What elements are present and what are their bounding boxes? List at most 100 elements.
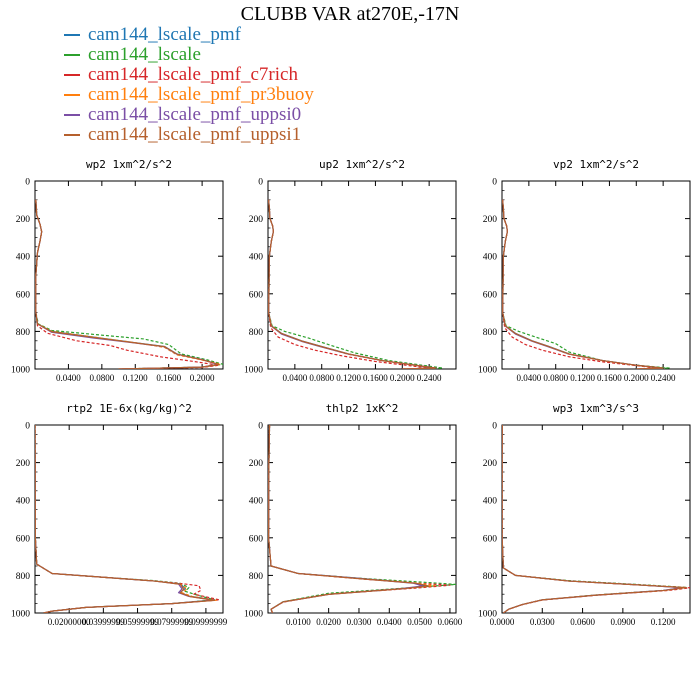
legend-item: cam144_lscale_pmf_pr3buoy (64, 85, 314, 105)
series-line-5 (502, 199, 664, 369)
legend-item: cam144_lscale_pmf_uppsi0 (64, 105, 314, 125)
series-line-0 (35, 425, 216, 613)
plot-frame (34, 180, 224, 370)
x-tick-label: 0.0600 (570, 617, 595, 627)
series-line-2 (35, 425, 221, 613)
x-tick-label: 0.0200 (316, 617, 341, 627)
series-line-5 (35, 199, 220, 369)
y-tick-label: 0 (25, 422, 30, 432)
legend-swatch (64, 54, 80, 56)
y-tick-label: 400 (483, 253, 498, 263)
y-tick-label: 400 (249, 497, 264, 507)
series-line-5 (268, 425, 430, 613)
legend-item: cam144_lscale (64, 45, 314, 65)
x-tick-label: 0.0400 (377, 617, 402, 627)
legend-swatch (64, 94, 80, 96)
x-tick-label: 0.05999999 (116, 617, 159, 627)
x-tick-label: 0.0600 (438, 617, 463, 627)
legend-label: cam144_lscale_pmf_uppsi0 (88, 104, 302, 125)
x-tick-label: 0.0800 (309, 373, 334, 383)
legend-item: cam144_lscale_pmf (64, 25, 314, 45)
series-line-3 (35, 199, 222, 369)
panel-title: vp2 1xm^2/s^2 (553, 158, 639, 171)
y-tick-label: 0 (258, 178, 263, 188)
x-tick-label: 0.0900 (610, 617, 635, 627)
panel-1: up2 1xm^2/s^2 0 200 400 600 800 1000 0.0400 0.08… (244, 158, 457, 383)
x-tick-label: 0.0100 (286, 617, 311, 627)
y-tick-label: 400 (249, 253, 264, 263)
x-tick-label: 0.1600 (156, 373, 181, 383)
y-tick-label: 600 (16, 534, 31, 544)
legend-item: cam144_lscale_pmf_uppsi1 (64, 125, 314, 145)
legend-swatch (64, 74, 80, 76)
figure-title: CLUBB VAR at270E,-17N (240, 3, 460, 25)
series-line-0 (268, 425, 427, 613)
series-line-1 (268, 199, 444, 369)
x-tick-label: 0.0400 (56, 373, 81, 383)
y-tick-label: 800 (249, 572, 264, 582)
panel-title: rtp2 1E-6x(kg/kg)^2 (66, 402, 192, 415)
x-tick-label: 0.0800 (543, 373, 568, 383)
plot-frame (267, 424, 457, 614)
y-tick-label: 200 (16, 215, 31, 225)
x-tick-label: 0.2000 (624, 373, 649, 383)
series-line-1 (502, 425, 688, 613)
series-line-2 (502, 199, 658, 369)
x-tick-label: 0.02000000 (48, 617, 91, 627)
legend-label: cam144_lscale (88, 44, 201, 65)
panel-title: thlp2 1xK^2 (326, 402, 399, 415)
y-tick-label: 0 (492, 422, 497, 432)
legend-swatch (64, 34, 80, 36)
y-tick-label: 200 (16, 459, 31, 469)
series-line-2 (502, 425, 690, 613)
series-line-0 (35, 199, 220, 369)
y-tick-label: 400 (483, 497, 498, 507)
y-tick-label: 800 (16, 328, 31, 338)
y-tick-label: 200 (249, 459, 264, 469)
y-tick-label: 1000 (478, 610, 497, 620)
x-tick-label: 0.03999999 (82, 617, 125, 627)
x-tick-label: 0.2400 (651, 373, 676, 383)
y-tick-label: 1000 (11, 610, 30, 620)
y-tick-label: 400 (16, 253, 31, 263)
y-tick-label: 0 (258, 422, 263, 432)
y-tick-label: 800 (16, 572, 31, 582)
legend-label: cam144_lscale_pmf_c7rich (88, 64, 298, 85)
legend-label: cam144_lscale_pmf (88, 24, 242, 45)
legend-swatch (64, 134, 80, 136)
y-tick-label: 200 (483, 215, 498, 225)
x-tick-label: 0.0800 (89, 373, 114, 383)
series-line-3 (502, 199, 664, 369)
x-tick-label: 0.1200 (651, 617, 676, 627)
series-line-5 (502, 425, 687, 613)
series-line-4 (35, 425, 216, 613)
series-line-1 (502, 199, 671, 369)
series-line-0 (502, 199, 664, 369)
series-line-4 (502, 425, 683, 613)
x-tick-label: 0.0300 (530, 617, 555, 627)
series-line-4 (268, 425, 424, 613)
y-tick-label: 600 (483, 290, 498, 300)
y-tick-label: 1000 (478, 366, 497, 376)
x-tick-label: 0.1600 (597, 373, 622, 383)
x-tick-label: 0.0400 (282, 373, 307, 383)
series-line-1 (35, 425, 216, 613)
series-line-5 (35, 425, 216, 613)
plot-frame (267, 180, 457, 370)
x-tick-label: 0.2000 (190, 373, 215, 383)
y-tick-label: 0 (492, 178, 497, 188)
y-tick-label: 600 (249, 290, 264, 300)
series-line-0 (502, 425, 684, 613)
x-tick-label: 0.1200 (123, 373, 148, 383)
x-tick-label: 0.09999999 (185, 617, 228, 627)
panel-title: wp2 1xm^2/s^2 (86, 158, 172, 171)
series-line-4 (35, 199, 218, 369)
legend-label: cam144_lscale_pmf_pr3buoy (88, 84, 314, 105)
series-line-3 (502, 425, 686, 613)
panel-3: rtp2 1E-6x(kg/kg)^2 0 200 400 600 800 1000 0.02… (11, 402, 228, 627)
plot-frame (501, 424, 691, 614)
x-tick-label: 0.07999999 (150, 617, 193, 627)
x-tick-label: 0.1200 (336, 373, 361, 383)
